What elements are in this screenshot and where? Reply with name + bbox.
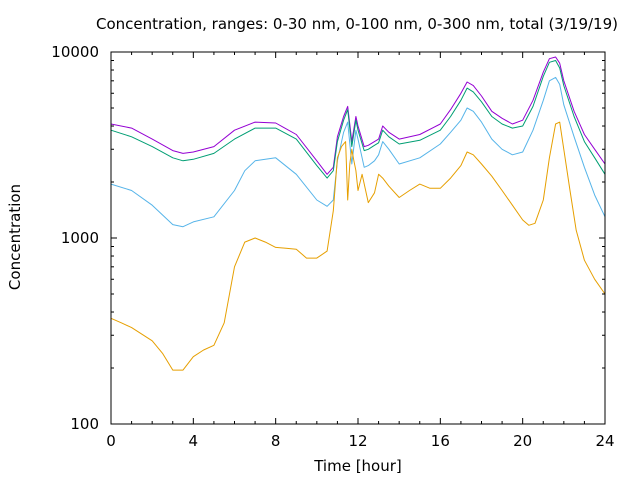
x-tick-label: 12 [348,432,367,450]
series-line-2 [110,60,606,179]
chart-title: Concentration, ranges: 0-30 nm, 0-100 nm… [96,15,618,33]
series-group [110,56,606,371]
x-tick-label: 24 [595,432,614,450]
x-tick-label: 4 [189,432,199,450]
ticks-group: 0 4 8 12 16 20 24 100 1000 10000 [51,43,614,450]
x-tick-label: 16 [431,432,450,450]
x-axis-label: Time [hour] [313,457,402,475]
plot-frame [110,51,606,425]
series-line-4 [110,121,606,371]
y-axis-label: Concentration [6,184,24,290]
series-line-1 [110,56,606,175]
y-tick-label: 100 [70,415,99,433]
y-tick-label: 10000 [51,43,99,61]
x-tick-label: 8 [271,432,281,450]
y-tick-label: 1000 [61,229,99,247]
series-line-3 [110,76,606,228]
x-tick-label: 0 [106,432,116,450]
x-tick-label: 20 [513,432,532,450]
